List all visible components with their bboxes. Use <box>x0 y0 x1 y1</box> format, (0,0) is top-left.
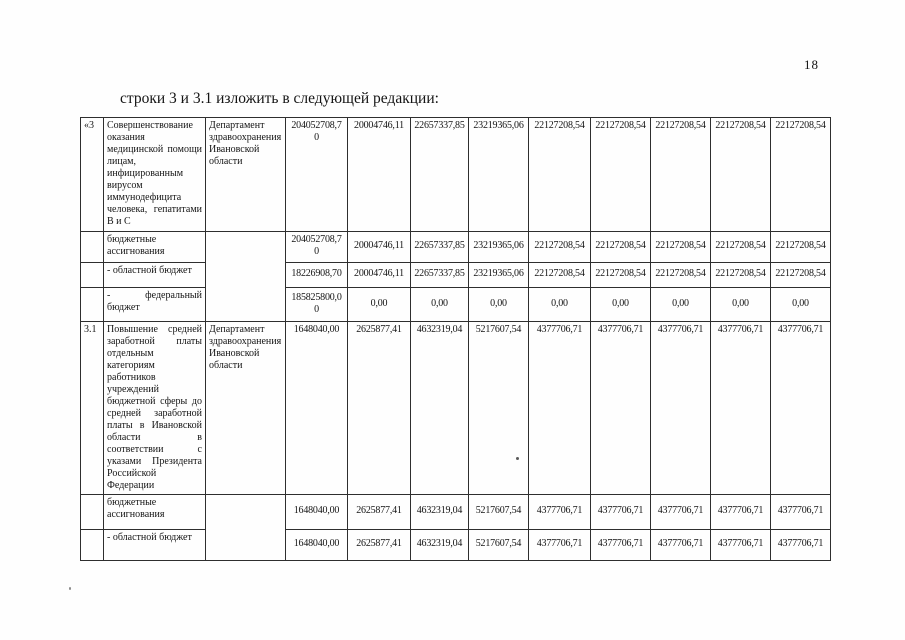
row-number-cell <box>80 494 104 530</box>
value-cell: 2625877,41 <box>347 494 411 530</box>
department-cell-empty <box>205 494 286 561</box>
value-cell: 2625877,41 <box>347 529 411 561</box>
value-cell: 4377706,71 <box>770 529 831 561</box>
value-cell: 4377706,71 <box>650 321 711 495</box>
value-cell: 22127208,54 <box>770 231 831 263</box>
value-cell: 22657337,85 <box>410 231 469 263</box>
budget-table-body: «3 Совершенствование оказания медицинской… <box>80 117 831 561</box>
value-cell: 22127208,54 <box>528 231 591 263</box>
value-cell: 5217607,54 <box>468 321 529 495</box>
value-cell: 1648040,00 <box>285 494 348 530</box>
department-cell: Департамент здравоохранения Ивановской о… <box>205 117 286 232</box>
department-cell-empty <box>205 231 286 322</box>
value-cell: 0,00 <box>347 287 411 322</box>
scan-artifact-dot <box>516 457 519 460</box>
program-name-cell: - областной бюджет <box>103 262 206 288</box>
value-cell: 0,00 <box>468 287 529 322</box>
value-cell: 4632319,04 <box>410 494 469 530</box>
table-row: - областной бюджет 18226908,70 20004746,11… <box>80 262 831 288</box>
value-cell: 4377706,71 <box>710 529 771 561</box>
table-row: - федеральный бюджет 185825800,00 0,00 0,00… <box>80 287 831 322</box>
value-cell: 20004746,11 <box>347 262 411 288</box>
value-cell: 22127208,54 <box>590 117 651 232</box>
value-cell: 0,00 <box>710 287 771 322</box>
document-heading: строки 3 и 3.1 изложить в следующей реда… <box>120 90 439 107</box>
value-cell: 4377706,71 <box>528 321 591 495</box>
value-cell: 4377706,71 <box>770 321 831 495</box>
value-cell: 0,00 <box>770 287 831 322</box>
value-cell: 4632319,04 <box>410 529 469 561</box>
row-number-cell: 3.1 <box>80 321 104 495</box>
table-row: бюджетные ассигнования 1648040,00 2625877,… <box>80 494 831 561</box>
value-cell: 0,00 <box>528 287 591 322</box>
value-cell: 22657337,85 <box>410 117 469 232</box>
value-cell: 4377706,71 <box>650 529 711 561</box>
value-cell: 0,00 <box>650 287 711 322</box>
value-cell: 22127208,54 <box>650 117 711 232</box>
program-name-cell: бюджетные ассигнования <box>103 494 206 530</box>
value-cell: 5217607,54 <box>468 529 529 561</box>
value-cell: 4377706,71 <box>710 321 771 495</box>
program-name-cell: - областной бюджет <box>103 529 206 561</box>
program-name-cell: Повышение средней заработной платы отдел… <box>103 321 206 495</box>
value-cell: 22657337,85 <box>410 262 469 288</box>
value-cell: 23219365,06 <box>468 262 529 288</box>
value-cell: 4377706,71 <box>770 494 831 530</box>
value-cell: 22127208,54 <box>770 117 831 232</box>
table-row: бюджетные ассигнования 204052708,70 200047… <box>80 231 831 322</box>
row-number-cell <box>80 262 104 288</box>
value-cell: 4632319,04 <box>410 321 469 495</box>
value-cell: 1648040,00 <box>285 529 348 561</box>
value-cell: 23219365,06 <box>468 117 529 232</box>
value-cell: 22127208,54 <box>710 117 771 232</box>
value-cell: 204052708,70 <box>285 117 348 232</box>
table-row: «3 Совершенствование оказания медицинской… <box>80 117 831 232</box>
program-name-cell: - федеральный бюджет <box>103 287 206 322</box>
value-cell: 22127208,54 <box>770 262 831 288</box>
row-number-cell <box>80 529 104 561</box>
row-number-cell <box>80 231 104 263</box>
value-cell: 4377706,71 <box>528 494 591 530</box>
value-cell: 20004746,11 <box>347 231 411 263</box>
page-number: 18 <box>804 57 819 72</box>
value-cell: 22127208,54 <box>650 262 711 288</box>
table-row: - областной бюджет 1648040,00 2625877,41 46… <box>80 529 831 561</box>
value-cell: 23219365,06 <box>468 231 529 263</box>
value-cell: 22127208,54 <box>590 231 651 263</box>
value-cell: 20004746,11 <box>347 117 411 232</box>
value-cell: 22127208,54 <box>528 117 591 232</box>
table-row: 3.1 Повышение средней заработной платы от… <box>80 321 831 495</box>
program-name-cell: Совершенствование оказания медицинской п… <box>103 117 206 232</box>
value-cell: 185825800,00 <box>285 287 348 322</box>
value-cell: 22127208,54 <box>650 231 711 263</box>
value-cell: 22127208,54 <box>590 262 651 288</box>
value-cell: 4377706,71 <box>528 529 591 561</box>
value-cell: 0,00 <box>410 287 469 322</box>
row-number-cell <box>80 287 104 322</box>
scan-artifact-dot <box>69 587 71 590</box>
row-number-cell: «3 <box>80 117 104 232</box>
value-cell: 4377706,71 <box>650 494 711 530</box>
value-cell: 2625877,41 <box>347 321 411 495</box>
value-cell: 4377706,71 <box>590 494 651 530</box>
value-cell: 4377706,71 <box>590 321 651 495</box>
value-cell: 22127208,54 <box>528 262 591 288</box>
value-cell: 4377706,71 <box>590 529 651 561</box>
value-cell: 22127208,54 <box>710 262 771 288</box>
value-cell: 204052708,70 <box>285 231 348 263</box>
program-name-cell: бюджетные ассигнования <box>103 231 206 263</box>
value-cell: 4377706,71 <box>710 494 771 530</box>
budget-table: «3 Совершенствование оказания медицинской… <box>80 117 831 561</box>
value-cell: 0,00 <box>590 287 651 322</box>
value-cell: 22127208,54 <box>710 231 771 263</box>
value-cell: 1648040,00 <box>285 321 348 495</box>
department-cell: Департамент здравоохранения Ивановской о… <box>205 321 286 495</box>
value-cell: 18226908,70 <box>285 262 348 288</box>
value-cell: 5217607,54 <box>468 494 529 530</box>
